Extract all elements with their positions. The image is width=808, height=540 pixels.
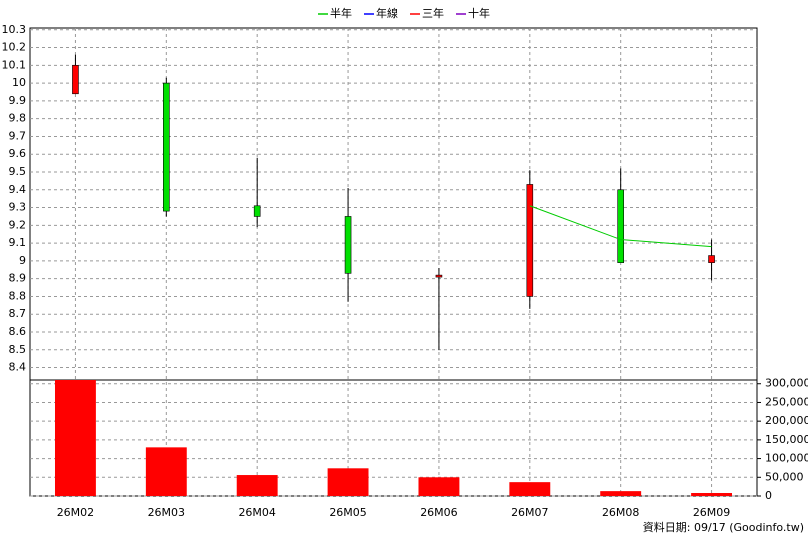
line-series xyxy=(529,205,712,248)
y-tick-label: 9.3 xyxy=(9,201,27,214)
candle-body xyxy=(617,189,624,263)
volume-panel xyxy=(29,379,758,497)
x-tick-label: 26M02 xyxy=(57,506,95,519)
y2-tick-label: 200,000 xyxy=(765,414,808,427)
y2-tick-label: 250,000 xyxy=(765,395,808,408)
volume-bar xyxy=(691,493,733,496)
candle-body xyxy=(253,205,261,217)
legend-label: 十年 xyxy=(468,6,490,20)
candle-body xyxy=(163,82,170,212)
y-tick-label: 9.4 xyxy=(9,183,27,196)
y-tick-label: 8.6 xyxy=(9,325,27,338)
y-tick-label: 9 xyxy=(19,254,26,267)
y-tick-label: 9.1 xyxy=(9,236,27,249)
volume-bar xyxy=(236,475,278,496)
candle-body xyxy=(708,255,715,263)
x-tick-label: 26M03 xyxy=(148,506,186,519)
price-panel xyxy=(29,27,758,381)
volume-bar xyxy=(418,477,460,496)
y-tick-label: 9.8 xyxy=(9,112,27,125)
legend-label: 年線 xyxy=(376,6,398,20)
legend-label: 半年 xyxy=(330,6,352,20)
y-tick-label: 9.7 xyxy=(9,129,27,142)
y-tick-label: 8.9 xyxy=(9,272,27,285)
y-tick-label: 10.1 xyxy=(2,58,27,71)
y-tick-label: 10.2 xyxy=(2,41,27,54)
x-tick-label: 26M07 xyxy=(511,506,549,519)
y2-tick-label: 50,000 xyxy=(765,470,804,483)
volume-bar xyxy=(509,482,551,496)
y2-tick-label: 0 xyxy=(765,489,772,502)
y-tick-label: 9.2 xyxy=(9,218,27,231)
y-tick-label: 8.5 xyxy=(9,343,27,356)
footer: 資料日期: 09/17 (Goodinfo.tw) xyxy=(643,520,804,534)
y-tick-label: 8.7 xyxy=(9,307,27,320)
legend-label: 三年 xyxy=(422,6,444,20)
y-tick-label: 8.8 xyxy=(9,289,27,302)
y2-tick-label: 100,000 xyxy=(765,452,808,465)
y-tick-label: 9.6 xyxy=(9,147,27,160)
volume-bar xyxy=(600,491,642,496)
x-tick-label: 26M04 xyxy=(238,506,276,519)
x-tick-label: 26M09 xyxy=(693,506,731,519)
y-tick-label: 9.5 xyxy=(9,165,27,178)
x-tick-label: 26M06 xyxy=(420,506,458,519)
y-tick-label: 8.4 xyxy=(9,361,27,374)
y-tick-label: 9.9 xyxy=(9,94,27,107)
y-tick-label: 10.3 xyxy=(2,23,27,36)
candle-body xyxy=(344,216,352,274)
candle-body xyxy=(72,65,79,95)
y2-tick-label: 150,000 xyxy=(765,433,808,446)
candle-body xyxy=(435,274,443,278)
x-tick-label: 26M08 xyxy=(602,506,640,519)
candle-body xyxy=(526,184,534,297)
y2-tick-label: 300,000 xyxy=(765,377,808,390)
volume-bar xyxy=(54,380,96,496)
volume-bar xyxy=(145,447,187,496)
x-tick-label: 26M05 xyxy=(329,506,367,519)
y-tick-label: 10 xyxy=(12,76,26,89)
volume-bar xyxy=(327,468,369,496)
